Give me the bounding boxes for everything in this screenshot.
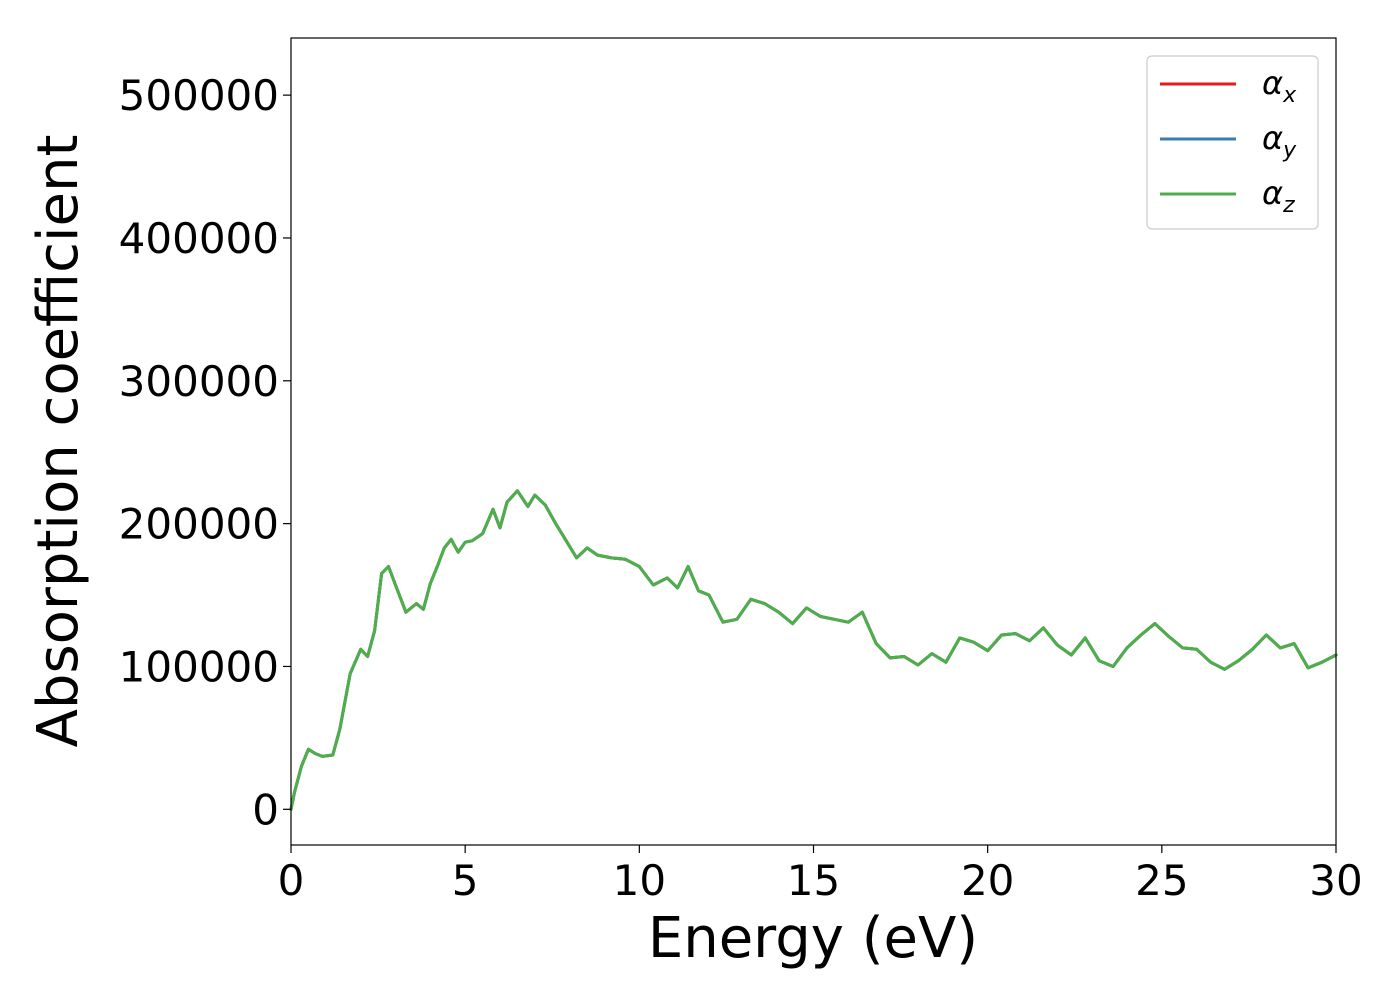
x-tick-label: 30 xyxy=(1309,856,1362,905)
y-tick-label: 400000 xyxy=(119,214,279,263)
x-tick-label: 15 xyxy=(787,856,840,905)
series-line-α-x xyxy=(289,489,1338,811)
x-tick-label: 25 xyxy=(1135,856,1188,905)
legend-label-z: αz xyxy=(1262,174,1295,218)
x-axis-ticks: 0 5 10 15 20 25 30 xyxy=(278,845,1363,905)
legend-subscript: z xyxy=(1282,193,1295,218)
series-line-α-z xyxy=(289,489,1338,811)
x-tick-label: 10 xyxy=(613,856,666,905)
y-tick-label: 300000 xyxy=(119,357,279,406)
legend-frame xyxy=(1146,55,1319,230)
x-tick-label: 0 xyxy=(278,856,305,905)
y-tick-label: 100000 xyxy=(119,642,279,691)
y-tick-label: 0 xyxy=(252,785,279,834)
series-line-α-y xyxy=(289,489,1338,811)
y-tick-label: 200000 xyxy=(119,500,279,549)
plot-lines xyxy=(289,489,1338,811)
x-tick-label: 5 xyxy=(452,856,479,905)
legend-subscript: x xyxy=(1282,83,1297,108)
legend-subscript: y xyxy=(1282,138,1297,163)
x-tick-label: 20 xyxy=(961,856,1014,905)
y-tick-label: 500000 xyxy=(119,71,279,120)
y-axis-label: Absorption coefficient xyxy=(26,135,91,748)
x-axis-label: Energy (eV) xyxy=(648,906,978,971)
y-axis-ticks: 0 100000 200000 300000 400000 500000 xyxy=(119,71,291,834)
